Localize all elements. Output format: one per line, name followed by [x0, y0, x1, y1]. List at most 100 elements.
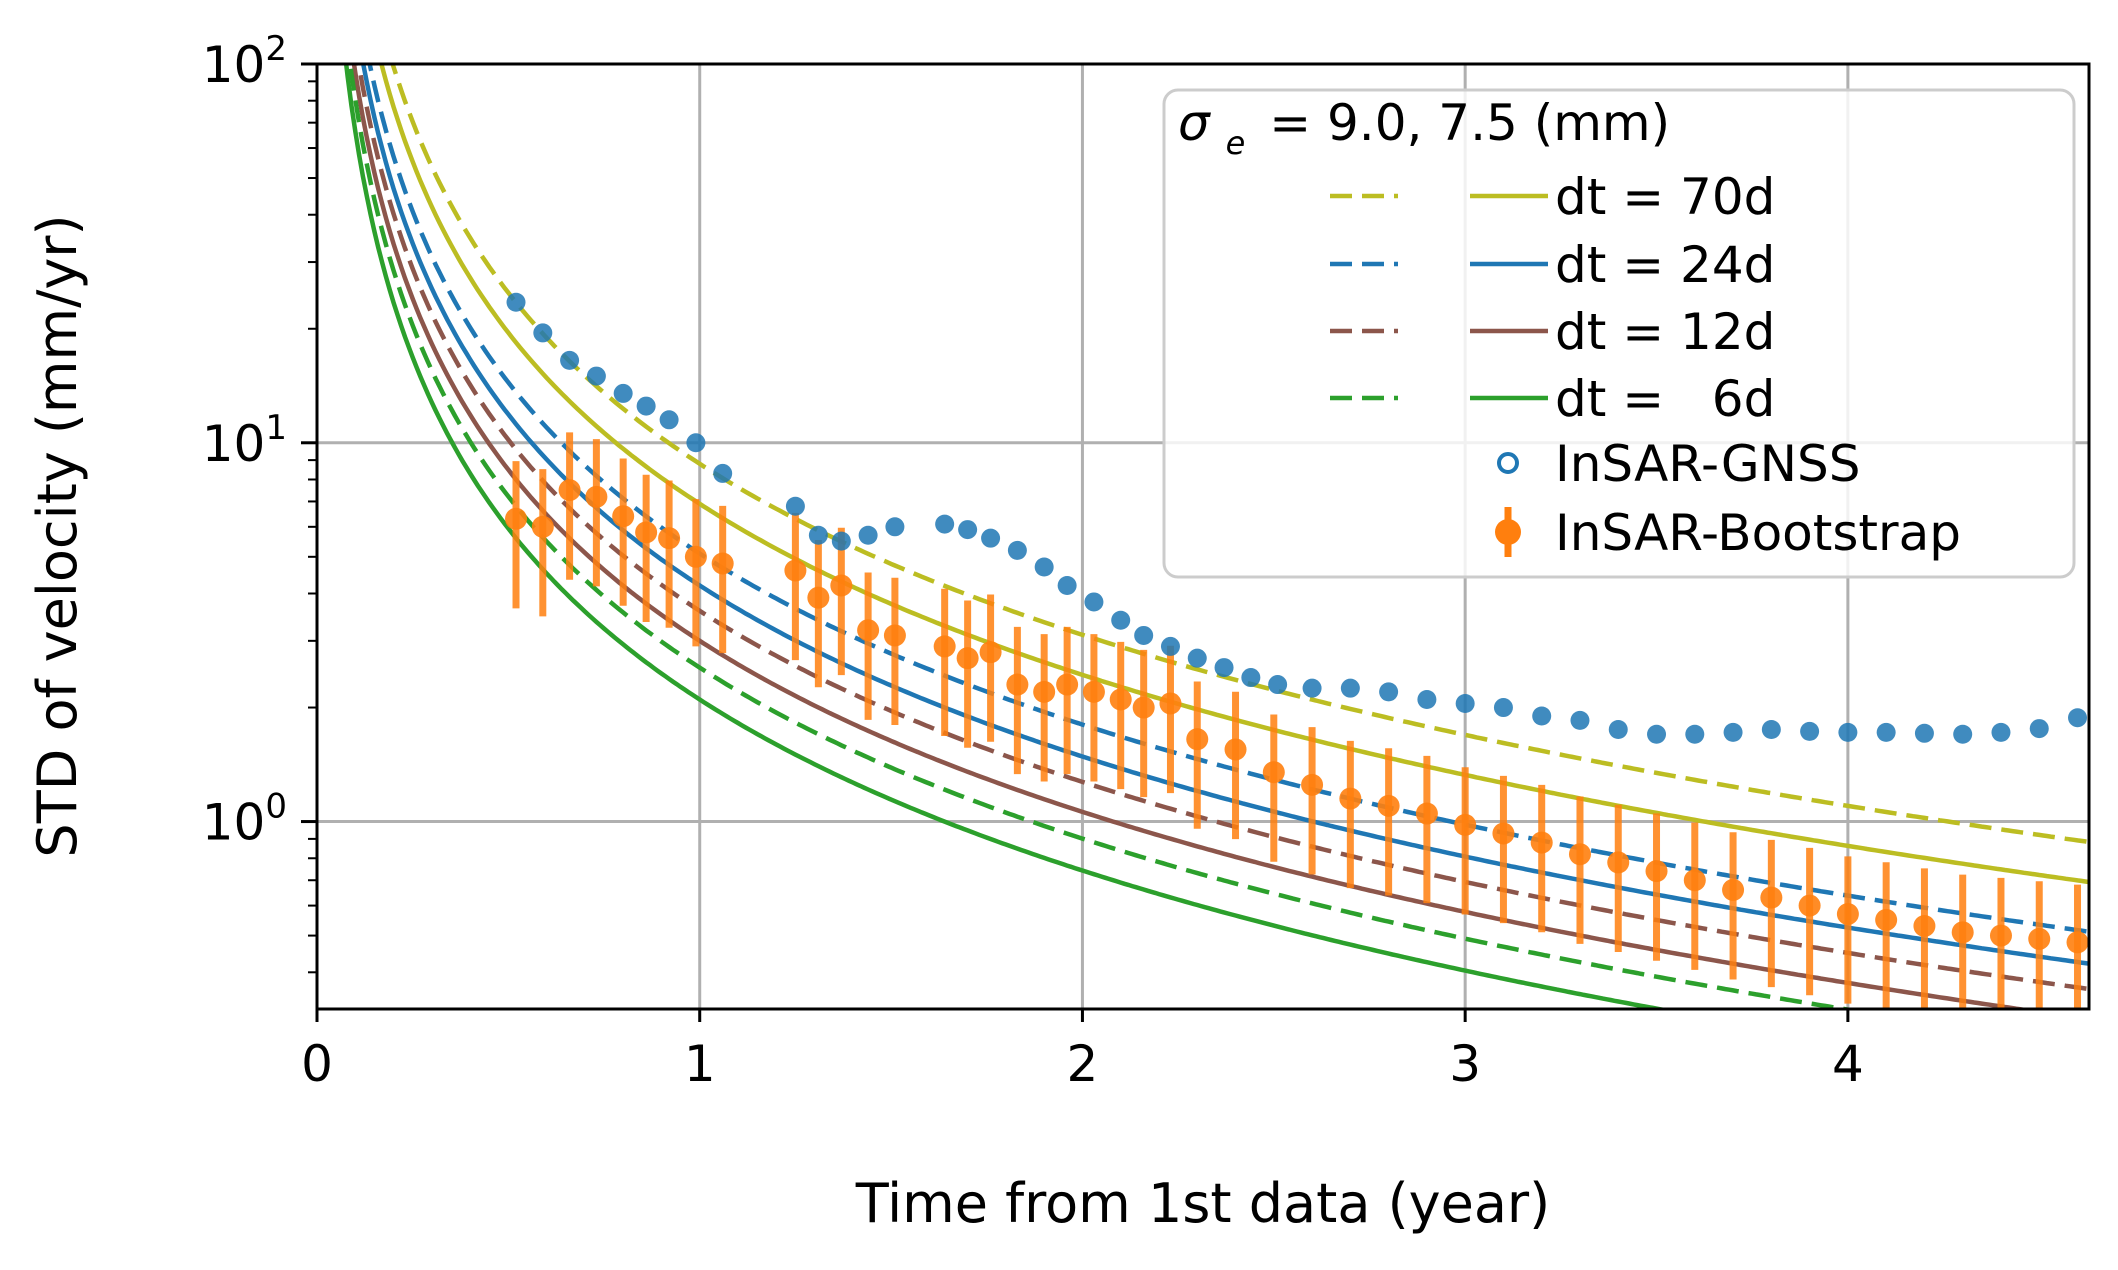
gnss-point-36 [1608, 720, 1628, 740]
bootstrap-point-0 [505, 507, 528, 530]
insar-gnss-series [506, 292, 2088, 744]
gnss-point-22 [1134, 625, 1154, 645]
bootstrap-point-16 [979, 641, 1002, 664]
gnss-point-43 [1876, 722, 1896, 742]
gnss-point-26 [1241, 668, 1261, 688]
bootstrap-point-45 [1989, 924, 2012, 947]
x-tick-label-2: 2 [1067, 1035, 1099, 1093]
bootstrap-point-13 [883, 624, 906, 647]
plot-frame [315, 62, 2091, 1011]
legend-title-rest: = 9.0, 7.5 (mm) [1269, 94, 1670, 152]
gnss-point-12 [858, 525, 878, 545]
gnss-point-16 [981, 528, 1001, 548]
legend-title-symbol: σ [1178, 94, 1211, 152]
gnss-point-19 [1057, 575, 1077, 595]
x-axis-label: Time from 1st data (year) [855, 1172, 1550, 1235]
x-tick-label-4: 4 [1832, 1035, 1864, 1093]
gnss-point-27 [1268, 675, 1288, 695]
gnss-point-1 [533, 323, 553, 343]
bootstrap-point-29 [1377, 794, 1400, 817]
gnss-point-30 [1379, 682, 1399, 702]
bootstrap-point-23 [1159, 692, 1182, 715]
bootstrap-point-46 [2028, 927, 2051, 950]
x-axis-ticks: 0 1 2 3 4 [301, 1009, 1864, 1093]
bootstrap-point-5 [635, 521, 658, 544]
legend-label-5: InSAR-Bootstrap [1555, 504, 1961, 562]
bootstrap-point-41 [1836, 903, 1859, 926]
gnss-point-44 [1914, 723, 1934, 743]
bootstrap-point-20 [1082, 680, 1105, 703]
y-axis-label: STD of velocity (mm/yr) [26, 214, 89, 857]
gnss-point-31 [1417, 690, 1437, 710]
gnss-point-17 [1007, 540, 1027, 560]
bootstrap-point-10 [807, 586, 830, 609]
gnss-point-32 [1455, 693, 1475, 713]
bootstrap-point-30 [1415, 802, 1438, 825]
bootstrap-point-15 [956, 647, 979, 670]
curve-solid-3 [343, 64, 1672, 1009]
gnss-point-7 [686, 433, 706, 453]
gnss-point-18 [1034, 557, 1054, 577]
curve-dashed-2 [356, 64, 2089, 992]
gnss-point-8 [713, 463, 733, 483]
gnss-point-45 [1953, 724, 1973, 744]
gnss-point-24 [1187, 648, 1207, 668]
gnss-point-37 [1647, 724, 1667, 744]
bootstrap-point-9 [784, 559, 807, 582]
gnss-point-35 [1570, 710, 1590, 730]
gnss-point-0 [506, 292, 526, 312]
legend-bootstrap-marker [1495, 519, 1521, 545]
bootstrap-point-44 [1951, 921, 1974, 944]
bootstrap-point-8 [711, 552, 734, 575]
curve-dashed-3 [347, 64, 1858, 1009]
gnss-point-14 [935, 514, 955, 534]
bootstrap-point-21 [1109, 688, 1132, 711]
bootstrap-point-24 [1186, 728, 1209, 751]
bootstrap-point-17 [1006, 673, 1029, 696]
bootstrap-point-35 [1607, 851, 1630, 874]
y-tick-label-base-0: 10 [202, 794, 266, 852]
gnss-point-15 [958, 520, 978, 540]
bootstrap-point-32 [1492, 822, 1515, 845]
bootstrap-point-12 [857, 619, 880, 642]
gnss-point-4 [613, 383, 633, 403]
curve-solid-0 [379, 64, 2089, 885]
gnss-point-41 [1800, 721, 1820, 741]
y-tick-label-exp-2: 2 [265, 29, 287, 69]
bootstrap-point-42 [1875, 908, 1898, 931]
gnss-point-20 [1084, 592, 1104, 612]
curve-solid-1 [360, 64, 2089, 966]
legend-label-1: dt = 24d [1555, 236, 1775, 294]
gnss-point-47 [2029, 719, 2049, 739]
bootstrap-point-19 [1056, 673, 1079, 696]
bootstrap-point-40 [1798, 894, 1821, 917]
gnss-point-10 [808, 525, 828, 545]
y-tick-label-base-1: 10 [202, 415, 266, 473]
bootstrap-point-27 [1301, 773, 1324, 796]
bootstrap-point-34 [1568, 843, 1591, 866]
y-tick-label-exp-1: 1 [265, 408, 287, 448]
curve-solid-2 [351, 64, 2035, 1009]
legend-title: σ e = 9.0, 7.5 (mm) [1178, 94, 1670, 166]
legend-box [1162, 88, 2076, 579]
bootstrap-point-1 [531, 515, 554, 538]
bootstrap-point-6 [658, 527, 681, 550]
bootstrap-point-4 [612, 505, 635, 528]
gnss-point-42 [1838, 722, 1858, 742]
bootstrap-point-18 [1033, 680, 1056, 703]
gnss-point-3 [586, 366, 606, 386]
bootstrap-point-47 [2066, 931, 2089, 954]
bootstrap-point-26 [1262, 761, 1285, 784]
x-tick-label-1: 1 [684, 1035, 716, 1093]
curve-dashed-1 [367, 64, 2089, 934]
gnss-point-9 [785, 496, 805, 516]
gnss-point-25 [1214, 658, 1234, 678]
gnss-point-48 [2068, 708, 2088, 728]
bootstrap-point-11 [830, 574, 853, 597]
bootstrap-point-22 [1132, 696, 1155, 719]
bootstrap-point-39 [1760, 886, 1783, 909]
y-tick-label-0: 100 [202, 787, 287, 852]
